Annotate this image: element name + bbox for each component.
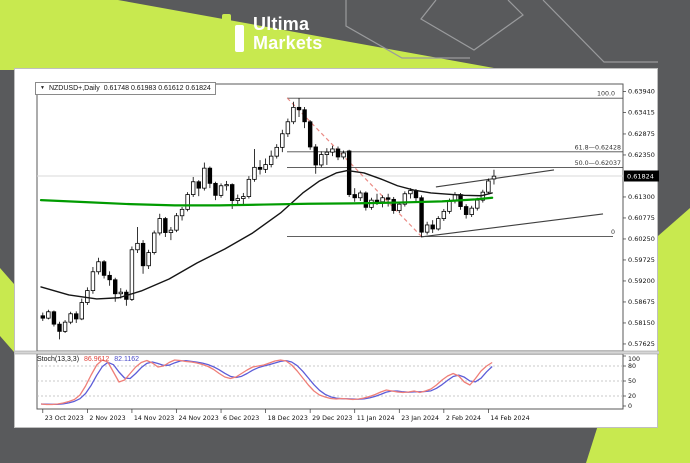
price-tick-label: 0.63415	[628, 109, 655, 117]
stoch-tick-label: 0	[628, 403, 632, 410]
fib-level-label: 50.0—0.62037	[575, 160, 621, 167]
brand-name: Ultima Markets	[253, 15, 322, 53]
logo-mark-left-bar	[222, 14, 231, 41]
ma-slow-line	[40, 169, 493, 300]
symbol-timeframe-label: NZDUSD+,Daily	[48, 85, 100, 92]
brand-line-2: Markets	[253, 33, 323, 53]
stoch-tick-label: 20	[628, 393, 636, 400]
date-tick-label: 2 Nov 2023	[89, 415, 125, 422]
lime-shape-left-mid	[0, 268, 14, 352]
current-price-box: 0.61824	[624, 170, 659, 182]
date-tick-label: 6 Dec 2023	[223, 415, 259, 422]
stochastic-pane	[37, 359, 623, 406]
date-tick-label: 2 Feb 2024	[446, 415, 481, 422]
stoch-main-line	[40, 359, 493, 406]
lime-wedge-top-left	[0, 0, 505, 70]
ma-fast-line	[39, 196, 494, 207]
stoch-name: Stoch(13,3,3)	[37, 356, 80, 363]
brand-logo	[222, 14, 252, 54]
price-tick-label: 0.57625	[628, 340, 655, 348]
date-tick-label: 11 Jan 2024	[357, 415, 395, 422]
time-axis[interactable]: 23 Oct 2023 2 Nov 2023 14 Nov 2023 24 Nov 2…	[42, 409, 530, 422]
trendline-lower-channel	[420, 213, 604, 238]
fib-retracement: 100.0 61.8—0.62428 50.0—0.62037 0	[287, 91, 623, 238]
pane-separator[interactable]	[15, 350, 659, 355]
chart-title-box: ▼ NZDUSD+,Daily 0.61748 0.61983 0.61612 …	[35, 82, 216, 95]
stoch-tick-label: 50	[628, 378, 636, 385]
logo-mark-right-bar	[235, 25, 244, 52]
fib-level-label: 100.0	[597, 91, 615, 98]
fib-level-label: 0	[611, 229, 615, 236]
stoch-signal-value: 82.1162	[114, 356, 140, 363]
price-tick-label: 0.58150	[628, 319, 655, 327]
chart-canvas[interactable]: 100.061.8—0.6242850.0—0.6203700.639400.6…	[15, 69, 659, 429]
svg-text:0.61824: 0.61824	[627, 173, 654, 181]
date-tick-label: 23 Jan 2024	[401, 415, 439, 422]
ohlc-values: 0.61748 0.61983 0.61612 0.61824	[103, 85, 211, 92]
mt4-chart-window: 100.0 61.8—0.62428 50.0—0.62037 0 0.63940 0.6…	[14, 68, 659, 429]
date-tick-label: 14 Feb 2024	[490, 415, 529, 422]
stoch-tick-label: 80	[628, 363, 636, 370]
fib-level-label: 61.8—0.62428	[575, 144, 621, 151]
price-tick-label: 0.59200	[628, 277, 655, 285]
stoch-main-value: 86.9612	[83, 356, 110, 363]
date-tick-label: 24 Nov 2023	[178, 415, 218, 422]
price-tick-label: 0.61300	[628, 193, 655, 201]
price-tick-label: 0.60250	[628, 235, 655, 243]
date-tick-label: 23 Oct 2023	[45, 415, 84, 422]
price-tick-label: 0.58675	[628, 298, 655, 306]
price-tick-label: 0.60775	[628, 214, 655, 222]
hexagon-outline-2	[420, 0, 524, 51]
price-axis[interactable]: 0.63940 0.63415 0.62875 0.62350 0.61300 0.607…	[623, 88, 655, 349]
price-tick-label: 0.62875	[628, 130, 655, 138]
date-tick-label: 29 Dec 2023	[312, 415, 352, 422]
price-tick-label: 0.59725	[628, 256, 655, 264]
plot-frames	[36, 83, 624, 410]
brand-line-1: Ultima	[253, 14, 310, 34]
price-tick-label: 0.63940	[628, 88, 655, 96]
date-tick-label: 14 Nov 2023	[134, 415, 174, 422]
date-tick-label: 18 Dec 2023	[268, 415, 308, 422]
stoch-indicator-label: Stoch(13,3,3) 86.9612 82.1162	[37, 356, 139, 363]
stoch-tick-label: 100	[628, 356, 640, 363]
fib-anchor-line	[286, 97, 423, 238]
hexagon-outline-1	[345, 0, 470, 59]
symbol-dropdown-icon[interactable]: ▼	[40, 85, 45, 91]
price-tick-label: 0.62350	[628, 151, 655, 159]
diagonal-outline	[542, 0, 658, 63]
